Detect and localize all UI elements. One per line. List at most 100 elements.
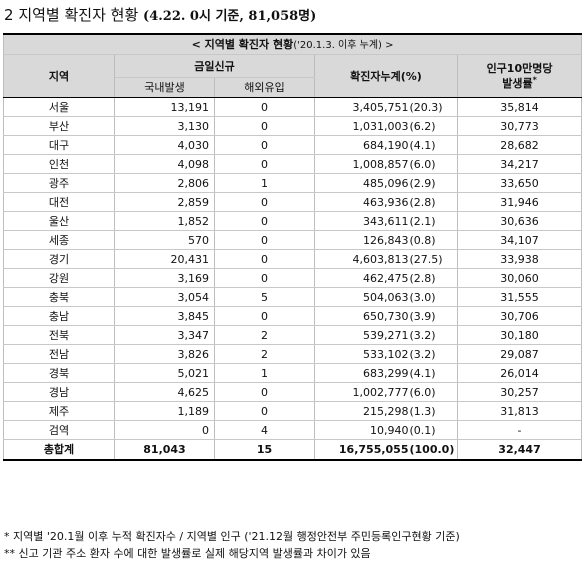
table-title: < 지역별 확진자 현황 [191, 37, 294, 51]
cell-cumulative: 462,475 [314, 268, 410, 288]
cell-region: 충북 [3, 287, 115, 307]
cell-rate: 30,060 [456, 268, 583, 288]
table-row: 강원 3,169 0 462,475 (2.8) 30,060 [3, 268, 583, 288]
total-domestic: 81,043 [114, 439, 215, 461]
table-body: < 지역별 확진자 현황('20.1.3. 이후 누계) > 지역 금일신규 확… [2, 33, 583, 461]
cell-cumulative: 1,002,777 [314, 382, 410, 402]
cell-percent: (20.3) [409, 97, 458, 117]
cell-percent: (2.8) [409, 192, 458, 212]
header-domestic: 국내발생 [114, 77, 215, 98]
cell-rate: 30,706 [456, 306, 583, 326]
cell-region: 경남 [3, 382, 115, 402]
cell-domestic: 1,852 [114, 211, 215, 231]
cell-region: 인천 [3, 154, 115, 174]
table-row: 전북 3,347 2 539,271 (3.2) 30,180 [3, 325, 583, 345]
cell-region: 광주 [3, 173, 115, 193]
cell-percent: (6.0) [409, 154, 458, 174]
cell-rate: 33,650 [456, 173, 583, 193]
cell-percent: (0.8) [409, 230, 458, 250]
cell-overseas: 1 [214, 363, 315, 383]
cell-rate: 29,087 [456, 344, 583, 364]
table-row: 충북 3,054 5 504,063 (3.0) 31,555 [3, 287, 583, 307]
cell-percent: (2.8) [409, 268, 458, 288]
cell-rate: 33,938 [456, 249, 583, 269]
table-row: 제주 1,189 0 215,298 (1.3) 31,813 [3, 401, 583, 421]
cell-overseas: 2 [214, 325, 315, 345]
table-row: 전남 3,826 2 533,102 (3.2) 29,087 [3, 344, 583, 364]
cell-cumulative: 4,603,813 [314, 249, 410, 269]
cell-cumulative: 343,611 [314, 211, 410, 231]
table-row: 경기 20,431 0 4,603,813 (27.5) 33,938 [3, 249, 583, 269]
section-subtitle: (4.22. 0시 기준, 81,058명) [143, 9, 317, 24]
cell-region: 전남 [3, 344, 115, 364]
cell-domestic: 4,030 [114, 135, 215, 155]
cell-rate: 35,814 [456, 97, 583, 117]
cell-domestic: 20,431 [114, 249, 215, 269]
total-row: 총합계 81,043 15 16,755,055 (100.0) 32,447 [3, 439, 583, 461]
table-row: 경북 5,021 1 683,299 (4.1) 26,014 [3, 363, 583, 383]
section-heading: 2 지역별 확진자 현황 (4.22. 0시 기준, 81,058명) [4, 4, 316, 26]
cell-region: 서울 [3, 97, 115, 117]
cell-overseas: 0 [214, 97, 315, 117]
cell-rate: 30,773 [456, 116, 583, 136]
cell-cumulative: 1,008,857 [314, 154, 410, 174]
cell-domestic: 4,625 [114, 382, 215, 402]
table-row: 검역 0 4 10,940 (0.1) - [3, 420, 583, 440]
cell-percent: (6.0) [409, 382, 458, 402]
cell-percent: (27.5) [409, 249, 458, 269]
header-overseas: 해외유입 [214, 77, 315, 98]
cell-domestic: 2,806 [114, 173, 215, 193]
header-rate: 인구10만명당 발생률* [456, 54, 583, 98]
cell-percent: (3.0) [409, 287, 458, 307]
cell-cumulative: 539,271 [314, 325, 410, 345]
cell-region: 부산 [3, 116, 115, 136]
cell-domestic: 5,021 [114, 363, 215, 383]
total-overseas: 15 [214, 439, 315, 461]
cell-rate: 28,682 [456, 135, 583, 155]
cell-domestic: 3,130 [114, 116, 215, 136]
cell-overseas: 5 [214, 287, 315, 307]
cell-domestic: 570 [114, 230, 215, 250]
cell-domestic: 2,859 [114, 192, 215, 212]
cell-domestic: 1,189 [114, 401, 215, 421]
cell-rate: 26,014 [456, 363, 583, 383]
cell-region: 경북 [3, 363, 115, 383]
cell-overseas: 4 [214, 420, 315, 440]
cell-overseas: 0 [214, 192, 315, 212]
cell-domestic: 3,845 [114, 306, 215, 326]
total-cumulative: 16,755,055 [314, 439, 410, 461]
cell-cumulative: 650,730 [314, 306, 410, 326]
cell-region: 대전 [3, 192, 115, 212]
table-title-sub: ('20.1.3. 이후 누계) > [293, 39, 394, 51]
cell-region: 세종 [3, 230, 115, 250]
regional-cases-table: < 지역별 확진자 현황('20.1.3. 이후 누계) > 지역 금일신규 확… [2, 33, 583, 461]
table-title-cell: < 지역별 확진자 현황('20.1.3. 이후 누계) > [2, 33, 583, 55]
cell-overseas: 0 [214, 268, 315, 288]
cell-cumulative: 485,096 [314, 173, 410, 193]
cell-region: 제주 [3, 401, 115, 421]
cell-region: 경기 [3, 249, 115, 269]
table-row: 대구 4,030 0 684,190 (4.1) 28,682 [3, 135, 583, 155]
cell-cumulative: 683,299 [314, 363, 410, 383]
table-row: 세종 570 0 126,843 (0.8) 34,107 [3, 230, 583, 250]
cell-region: 울산 [3, 211, 115, 231]
cell-rate: 30,257 [456, 382, 583, 402]
cell-percent: (4.1) [409, 135, 458, 155]
cell-overseas: 0 [214, 230, 315, 250]
cell-rate: 31,946 [456, 192, 583, 212]
header-row-2: 국내발생 해외유입 [4, 77, 582, 98]
cell-percent: (1.3) [409, 401, 458, 421]
cell-cumulative: 504,063 [314, 287, 410, 307]
cell-cumulative: 533,102 [314, 344, 410, 364]
cell-domestic: 3,169 [114, 268, 215, 288]
total-region: 총합계 [3, 439, 115, 461]
cell-overseas: 0 [214, 249, 315, 269]
header-rate-line1: 인구10만명당 [486, 62, 553, 75]
cell-percent: (0.1) [409, 420, 458, 440]
cell-overseas: 0 [214, 116, 315, 136]
cell-percent: (6.2) [409, 116, 458, 136]
footnote-2: ** 신고 기관 주소 환자 수에 대한 발생률로 실제 해당지역 발생률과 차… [4, 547, 371, 560]
cell-overseas: 1 [214, 173, 315, 193]
cell-domestic: 0 [114, 420, 215, 440]
